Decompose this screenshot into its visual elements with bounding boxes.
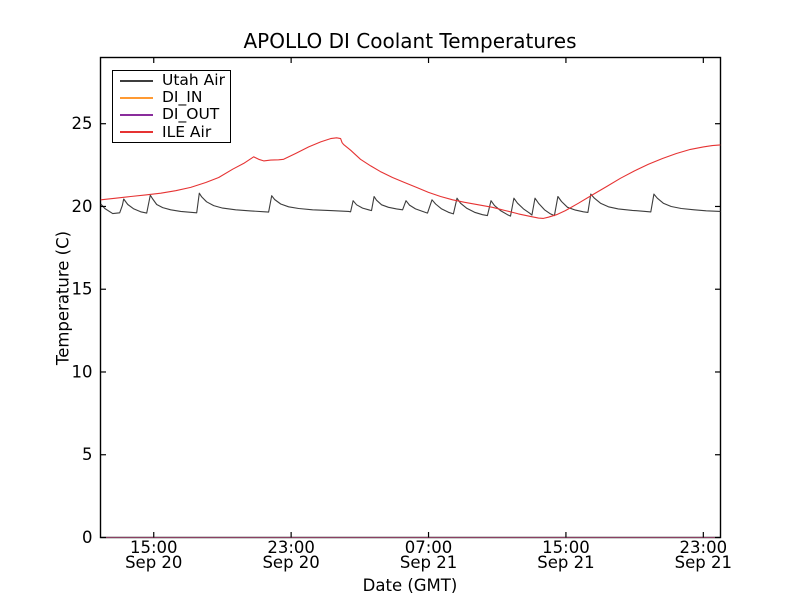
legend-label: DI_IN (162, 88, 203, 107)
y-tick-label: 25 (72, 114, 93, 133)
legend-item-di-in: DI_IN (113, 89, 230, 106)
legend-label: DI_OUT (162, 105, 220, 124)
x-tick-label-time: 23:00 (680, 538, 728, 557)
y-tick-label: 10 (72, 362, 93, 381)
x-tick-label-date: Sep 21 (400, 553, 457, 572)
y-axis-label: Temperature (C) (53, 230, 73, 366)
legend-item-utah-air: Utah Air (113, 72, 230, 89)
chart-title: APOLLO DI Coolant Temperatures (243, 29, 577, 53)
x-tick-label-time: 15:00 (542, 538, 590, 557)
y-tick-label: 0 (82, 528, 93, 547)
legend-line-sample-utah-air (120, 79, 153, 82)
x-tick-label-date: Sep 21 (675, 553, 732, 572)
x-tick-label-date: Sep 20 (262, 553, 319, 572)
x-tick-label-date: Sep 20 (125, 553, 182, 572)
legend-line-sample-ile-air (120, 131, 153, 134)
legend-item-di-out: DI_OUT (113, 106, 230, 123)
y-tick-label: 5 (82, 445, 93, 464)
series-line-utah-air (100, 192, 721, 217)
legend: Utah Air DI_IN DI_OUT ILE Air (112, 70, 231, 143)
x-axis-label: Date (GMT) (362, 576, 458, 595)
legend-label: Utah Air (162, 71, 225, 90)
x-tick-label-time: 07:00 (405, 538, 453, 557)
x-tick-label-time: 23:00 (267, 538, 315, 557)
legend-line-sample-di-in (120, 96, 153, 99)
y-tick-label: 20 (72, 197, 93, 216)
series-line-ile-air (100, 137, 721, 219)
legend-line-sample-di-out (120, 113, 153, 116)
x-tick-label-date: Sep 21 (537, 553, 594, 572)
x-tick-label-time: 15:00 (130, 538, 178, 557)
y-tick-label: 15 (72, 280, 93, 299)
legend-label: ILE Air (162, 122, 212, 141)
legend-item-ile-air: ILE Air (113, 122, 230, 141)
